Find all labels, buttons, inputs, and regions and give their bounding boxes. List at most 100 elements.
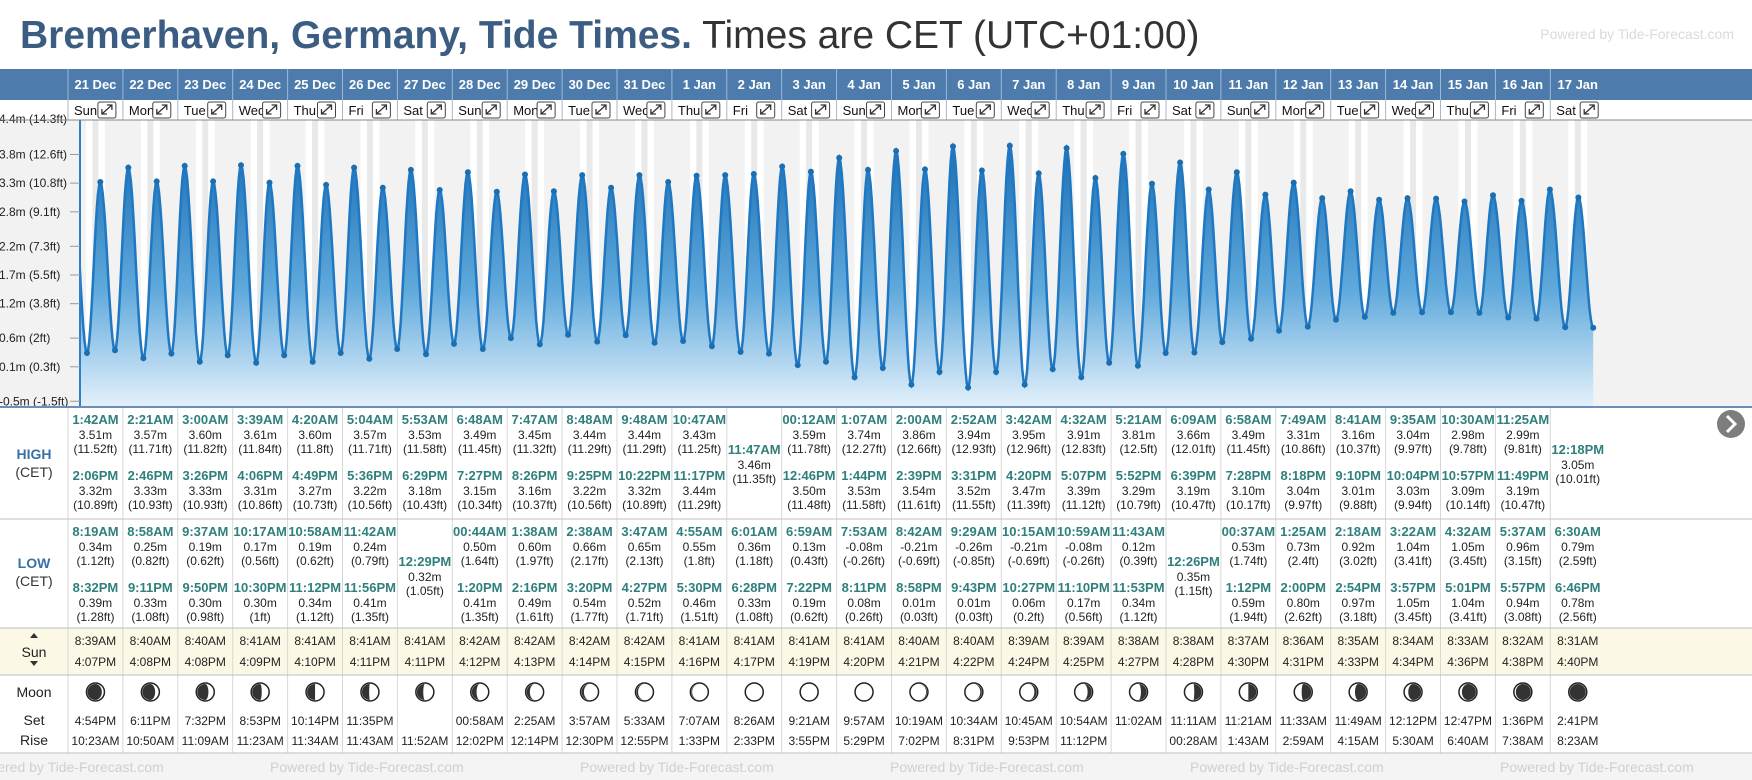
high-tide-time: 9:25PM [567,468,613,483]
day-weekday-label: Thu [1062,103,1084,118]
moonrise-time: 10:50AM [126,734,174,748]
low-tide-height-ft: (2.56ft) [1559,610,1597,624]
high-tide-height-ft: (12.01ft) [1171,442,1216,456]
low-tide-height-m: 0.33m [134,596,167,610]
moonset-time: 2:25AM [514,714,555,728]
expand-day-button[interactable] [591,101,611,119]
tide-point [766,350,772,357]
tide-point [1546,186,1553,193]
expand-day-button[interactable] [207,101,227,119]
expand-day-button[interactable] [1140,101,1160,119]
sunrise-time: 8:42AM [514,634,555,648]
moonset-time: 7:32PM [185,714,226,728]
expand-day-button[interactable] [1524,101,1544,119]
low-tide-time: 5:01PM [1445,580,1491,595]
high-tide-time: 7:27PM [457,468,503,483]
low-tide-height-m: 0.17m [1067,596,1100,610]
low-tide-height-m: 0.92m [1341,540,1374,554]
low-tide-height-m: 0.13m [792,540,825,554]
tide-point [851,374,858,381]
tide-point [196,358,203,365]
day-date-label: 21 Dec [74,77,116,92]
expand-day-button[interactable] [811,101,831,119]
expand-day-button[interactable] [97,101,117,119]
day-weekday-label: Wed [1007,103,1034,118]
low-tide-height-ft: (0.79ft) [351,554,389,568]
high-tide-height-m: 3.15m [463,484,496,498]
high-tide-time: 11:25AM [1496,412,1549,427]
low-tide-height-ft: (1.64ft) [461,554,499,568]
sunrise-time: 8:36AM [1283,634,1324,648]
low-tide-height-m: 0.34m [298,596,331,610]
expand-day-button[interactable] [152,101,172,119]
sunset-time: 4:36PM [1447,655,1488,669]
high-tide-height-ft: (9.81ft) [1504,442,1542,456]
moonset-time: 00:58AM [456,714,504,728]
tide-point [879,365,886,371]
expand-day-button[interactable] [426,101,446,119]
expand-day-button[interactable] [1469,101,1489,119]
expand-day-button[interactable] [317,101,336,119]
tide-point [125,164,132,171]
tide-point [1248,335,1255,342]
low-tide-time: 6:59AM [786,524,832,539]
expand-day-button[interactable] [1030,101,1050,119]
tide-point [1419,309,1426,316]
low-tide-height-m: 0.34m [79,540,112,554]
moonrise-time: 1:43AM [1228,734,1269,748]
low-tide-height-ft: (1.05ft) [406,584,444,598]
expand-day-button[interactable] [371,101,391,119]
moonset-time: 1:36PM [1502,714,1543,728]
y-tick-label: 0.1m (0.3ft) [0,360,60,374]
expand-day-button[interactable] [1305,101,1325,119]
sunrise-time: 8:34AM [1392,634,1433,648]
day-weekday-label: Fri [1117,103,1132,118]
expand-day-button[interactable] [920,101,940,119]
expand-day-button[interactable] [866,101,885,119]
low-tide-time: 9:37AM [182,524,228,539]
low-tide-height-m: 0.19m [189,540,222,554]
moonset-time: 10:14PM [291,714,339,728]
moonrise-time: 12:55PM [620,734,668,748]
low-tide-height-m: 0.50m [463,540,496,554]
low-tide-height-ft: (0.56ft) [1065,610,1103,624]
tide-point [1120,150,1127,157]
expand-day-button[interactable] [1360,101,1380,119]
expand-day-button[interactable] [756,101,776,119]
next-days-button[interactable] [1717,410,1745,438]
high-tide-time: 9:35AM [1390,412,1436,427]
expand-day-button[interactable] [536,101,556,119]
expand-day-button[interactable] [1579,101,1599,119]
sunset-time: 4:20PM [843,655,884,669]
high-tide-time: 6:39PM [1171,468,1217,483]
low-tide-height-m: 1.05m [1451,540,1484,554]
expand-day-button[interactable] [646,101,666,119]
expand-day-button[interactable] [1250,101,1270,119]
low-tide-height-ft: (3.45ft) [1449,554,1487,568]
expand-day-button[interactable] [975,101,995,119]
low-tide-time: 2:18AM [1335,524,1381,539]
tide-point [1262,191,1269,198]
expand-day-button[interactable] [1085,101,1105,119]
sunset-time: 4:19PM [788,655,829,669]
low-tide-height-m: 0.12m [1122,540,1155,554]
page-title-location: Bremerhaven, Germany, Tide Times. [20,14,692,57]
expand-day-button[interactable] [1195,101,1215,119]
low-tide-height-ft: (1.77ft) [571,610,609,624]
low-tide-height-ft: (1.08ft) [735,610,773,624]
low-tide-height-m: 0.41m [353,596,386,610]
expand-day-button[interactable] [262,101,282,119]
expand-day-button[interactable] [701,101,721,119]
y-tick-label: 2.2m (7.3ft) [0,239,60,253]
moon-phase-icon [689,682,710,702]
expand-day-button[interactable] [1415,101,1434,119]
high-tide-height-m: 3.31m [243,484,276,498]
tide-point [112,347,118,354]
high-tide-height-ft: (10.56ft) [567,498,612,512]
tide-line [80,141,1595,392]
expand-day-button[interactable] [481,101,501,119]
tide-point [309,358,316,365]
tide-point [1433,195,1440,202]
low-tide-time: 10:58AM [288,524,341,539]
y-tick-label: 3.3m (10.8ft) [0,176,67,190]
